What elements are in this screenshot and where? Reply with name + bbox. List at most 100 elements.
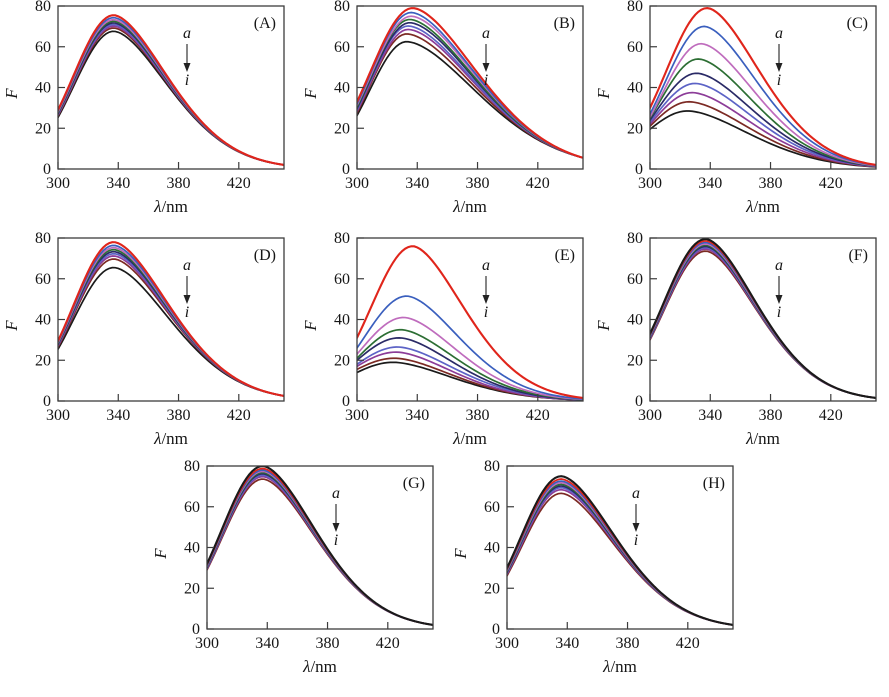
annotation-i: i [185,304,189,321]
y-axis-label: F [2,88,21,100]
y-axis-label: F [451,548,470,560]
x-tick-label: 340 [405,407,429,424]
y-tick-label: 20 [334,352,350,369]
curve-blue [58,16,284,166]
x-tick-label: 300 [495,635,519,652]
spectra-plot: 300 340 380 420 0 20 40 60 80 Fλ/nm (H) a i [451,458,734,676]
curve-green [650,58,876,167]
curve-slate_blue [357,346,583,401]
x-tick-label: 340 [106,407,130,424]
annotation-a: a [482,25,490,42]
x-tick-label: 380 [759,407,783,424]
x-axis-label: λ/nm [745,197,780,216]
curve-slate_blue [58,252,284,397]
y-tick-label: 60 [334,39,350,56]
y-axis-label: F [301,88,320,100]
x-axis-label: λ/nm [153,429,188,448]
y-tick-label: 60 [627,39,643,56]
x-tick-label: 340 [405,175,429,192]
annotation-i: i [185,72,189,89]
x-axis-label: λ/nm [602,657,637,676]
y-tick-label: 80 [484,460,500,475]
x-tick-label: 380 [167,407,191,424]
arrow-head-icon [775,295,783,304]
arrow-head-icon [482,295,490,304]
x-axis-label-unit: /nm [460,429,486,448]
curves-group [58,241,284,397]
x-axis-label-symbol: λ [452,429,460,448]
y-tick-label: 80 [35,232,51,247]
curve-green [58,20,284,166]
curve-orchid [650,42,876,167]
x-tick-label: 300 [345,407,369,424]
y-tick-label: 40 [35,312,51,329]
x-axis-label-unit: /nm [460,197,486,216]
x-axis-label: λ/nm [153,197,188,216]
x-tick-label: 300 [46,175,70,192]
x-tick-label: 300 [46,407,70,424]
x-tick-label: 380 [316,635,340,652]
arrow-head-icon [775,63,783,72]
x-axis-label-unit: /nm [161,197,187,216]
y-tick-label: 0 [192,621,200,638]
curves-group [650,238,876,399]
y-tick-label: 80 [334,0,350,15]
y-tick-label: 60 [35,271,51,288]
curve-dark_red [650,250,876,399]
x-tick-label: 420 [676,635,700,652]
panel-label: (F) [848,247,868,264]
x-tick-label: 420 [819,175,843,192]
curve-navy [650,72,876,167]
curve-black [507,475,733,626]
y-tick-label: 60 [334,271,350,288]
x-axis-label-symbol: λ [602,657,610,676]
x-tick-label: 300 [638,407,662,424]
x-tick-label: 420 [526,175,550,192]
curve-purple [357,28,583,159]
annotation-a: a [775,257,783,274]
curve-navy [58,22,284,166]
curves-group [357,245,583,401]
y-axis-label: F [2,320,21,332]
y-tick-label: 80 [627,0,643,15]
x-axis-label-symbol: λ [452,197,460,216]
curve-orchid [357,316,583,401]
spectra-plot: 300 340 380 420 0 20 40 60 80 Fλ/nm (C) a i [594,0,877,216]
x-tick-label: 340 [555,635,579,652]
annotation-a: a [183,25,191,42]
x-tick-label: 300 [345,175,369,192]
y-tick-label: 20 [484,580,500,597]
arrow-head-icon [183,63,191,72]
spectra-plot: 300 340 380 420 0 20 40 60 80 Fλ/nm (D) a i [2,230,285,448]
x-axis-label: λ/nm [302,657,337,676]
x-axis-label: λ/nm [452,197,487,216]
curve-red [357,245,583,399]
x-axis-label-unit: /nm [753,197,779,216]
curve-red [650,6,876,166]
x-axis-label-symbol: λ [153,197,161,216]
y-tick-label: 40 [334,80,350,97]
x-tick-label: 380 [466,407,490,424]
curves-group [58,14,284,166]
curve-purple [58,255,284,397]
curves-group [507,475,733,626]
curve-dark_red [58,258,284,397]
curves-group [357,7,583,159]
y-tick-label: 40 [627,312,643,329]
annotation-a: a [482,257,490,274]
panel-label: (D) [254,247,276,264]
x-tick-label: 340 [255,635,279,652]
curve-green [357,328,583,401]
curve-slate_blue [58,23,284,166]
y-tick-label: 20 [627,352,643,369]
arrow-head-icon [632,523,640,532]
y-tick-label: 0 [635,161,643,178]
curves-group [650,6,876,168]
y-tick-label: 40 [184,540,200,557]
